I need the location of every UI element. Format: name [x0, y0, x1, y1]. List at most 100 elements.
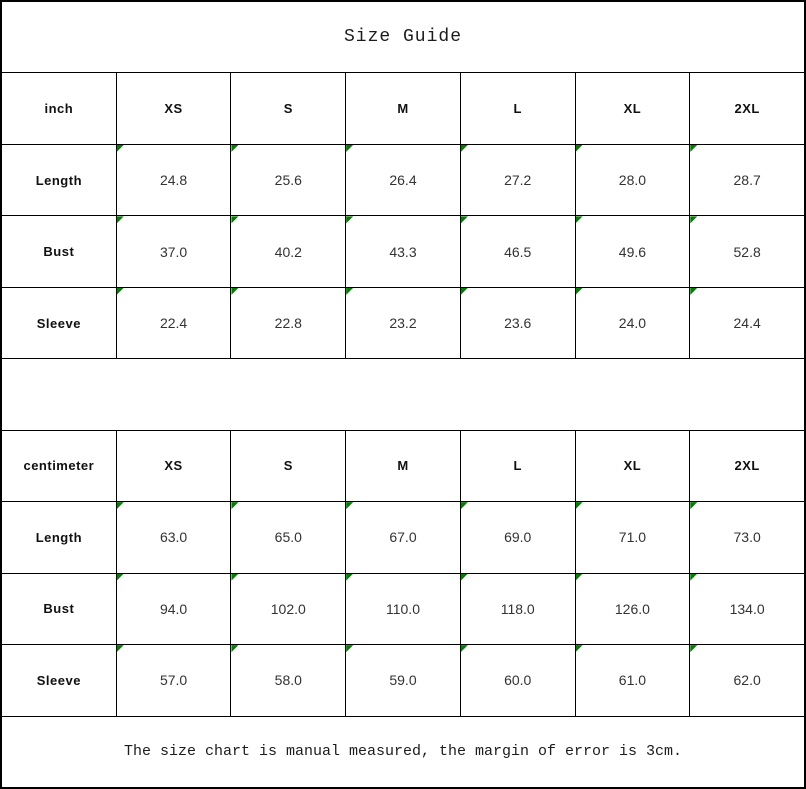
green-corner-triangle-icon	[231, 216, 239, 224]
data-cell: 134.0	[690, 573, 804, 645]
data-cell: 69.0	[460, 502, 575, 573]
row-label-cell: Length	[2, 144, 116, 216]
data-cell-value: 24.4	[733, 315, 761, 332]
green-corner-triangle-icon	[460, 645, 468, 653]
green-corner-triangle-icon	[575, 287, 583, 295]
data-cell: 49.6	[575, 216, 690, 287]
data-cell: 28.7	[690, 144, 804, 216]
data-cell-value: 94.0	[159, 600, 188, 617]
green-corner-triangle-icon	[116, 287, 124, 295]
data-cell-value: 71.0	[618, 529, 647, 546]
size-header-cell: S	[231, 73, 346, 144]
green-corner-triangle-icon	[460, 573, 468, 581]
green-corner-triangle-icon	[231, 573, 239, 581]
data-cell-value: 73.0	[733, 529, 761, 546]
data-cell: 24.0	[575, 287, 690, 359]
data-cell: 61.0	[575, 645, 690, 716]
size-header-cell: M	[346, 73, 460, 144]
data-cell: 46.5	[460, 216, 575, 287]
data-cell: 110.0	[346, 573, 460, 645]
unit-header-inch: inch	[2, 73, 116, 144]
row-label-cell: Bust	[2, 216, 116, 287]
data-cell: 23.2	[346, 287, 460, 359]
green-corner-triangle-icon	[575, 144, 583, 152]
green-corner-triangle-icon	[460, 144, 468, 152]
data-cell-value: 58.0	[274, 672, 302, 689]
data-cell-value: 67.0	[389, 529, 417, 546]
data-cell: 71.0	[575, 502, 690, 573]
data-cell-value: 59.0	[389, 672, 417, 689]
data-cell-value: 25.6	[274, 172, 302, 189]
green-corner-triangle-icon	[575, 645, 583, 653]
green-corner-triangle-icon	[575, 573, 583, 581]
data-cell-value: 57.0	[159, 672, 188, 689]
size-header-cell: XS	[116, 430, 231, 502]
green-corner-triangle-icon	[346, 502, 354, 510]
data-cell-value: 28.0	[618, 172, 647, 189]
row-label-cell: Sleeve	[2, 287, 116, 359]
data-cell-value: 61.0	[618, 672, 647, 689]
green-corner-triangle-icon	[690, 573, 698, 581]
data-cell-value: 110.0	[385, 600, 420, 617]
data-cell-value: 65.0	[274, 529, 302, 546]
data-cell-value: 37.0	[159, 243, 188, 260]
spacer-row	[2, 359, 804, 430]
data-cell: 24.8	[116, 144, 231, 216]
data-cell: 63.0	[116, 502, 231, 573]
data-cell-value: 52.8	[733, 243, 761, 260]
data-cell-value: 46.5	[504, 243, 532, 260]
data-cell: 25.6	[231, 144, 346, 216]
size-header-cell: S	[231, 430, 346, 502]
data-cell: 62.0	[690, 645, 804, 716]
data-cell: 60.0	[460, 645, 575, 716]
size-header-cell: 2XL	[690, 430, 804, 502]
size-header-cell: XS	[116, 73, 231, 144]
data-cell: 118.0	[460, 573, 575, 645]
data-cell-value: 26.4	[389, 172, 417, 189]
row-label-cell: Bust	[2, 573, 116, 645]
row-label-cell: Sleeve	[2, 645, 116, 716]
data-cell: 102.0	[231, 573, 346, 645]
green-corner-triangle-icon	[460, 216, 468, 224]
green-corner-triangle-icon	[346, 287, 354, 295]
data-cell: 52.8	[690, 216, 804, 287]
green-corner-triangle-icon	[116, 144, 124, 152]
data-cell: 26.4	[346, 144, 460, 216]
green-corner-triangle-icon	[231, 502, 239, 510]
data-cell-value: 134.0	[729, 600, 765, 617]
data-cell: 94.0	[116, 573, 231, 645]
data-cell-value: 62.0	[733, 672, 761, 689]
green-corner-triangle-icon	[116, 216, 124, 224]
data-cell-value: 49.6	[618, 243, 647, 260]
data-cell: 65.0	[231, 502, 346, 573]
data-cell: 59.0	[346, 645, 460, 716]
green-corner-triangle-icon	[690, 216, 698, 224]
data-cell-value: 102.0	[270, 600, 306, 617]
data-cell-value: 23.6	[504, 315, 532, 332]
data-cell: 58.0	[231, 645, 346, 716]
data-cell-value: 118.0	[500, 600, 535, 617]
data-cell: 126.0	[575, 573, 690, 645]
green-corner-triangle-icon	[460, 287, 468, 295]
green-corner-triangle-icon	[690, 144, 698, 152]
data-cell-value: 24.8	[159, 172, 188, 189]
data-cell: 22.8	[231, 287, 346, 359]
green-corner-triangle-icon	[460, 502, 468, 510]
row-label-cell: Length	[2, 502, 116, 573]
data-cell-value: 60.0	[504, 672, 532, 689]
data-cell: 57.0	[116, 645, 231, 716]
footer-note: The size chart is manual measured, the m…	[2, 716, 804, 787]
size-header-cell: XL	[575, 430, 690, 502]
data-cell-value: 126.0	[614, 600, 650, 617]
data-cell-value: 24.0	[618, 315, 647, 332]
data-cell: 24.4	[690, 287, 804, 359]
size-guide-title: Size Guide	[2, 2, 804, 73]
size-header-cell: L	[460, 73, 575, 144]
data-cell-value: 69.0	[504, 529, 532, 546]
data-cell: 73.0	[690, 502, 804, 573]
size-header-cell: XL	[575, 73, 690, 144]
data-cell-value: 43.3	[389, 243, 417, 260]
size-header-cell: L	[460, 430, 575, 502]
